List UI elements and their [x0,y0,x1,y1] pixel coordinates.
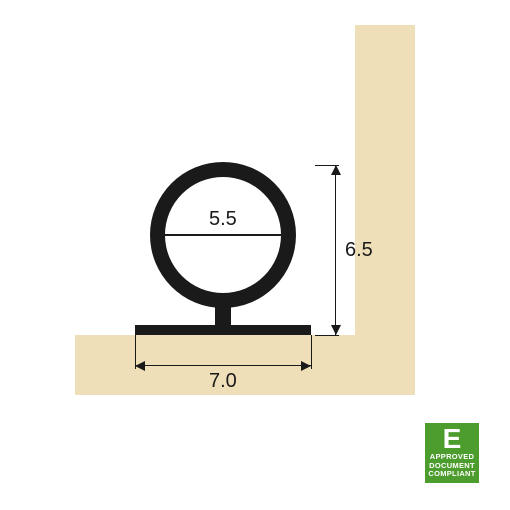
diameter-chord [165,234,281,236]
h-dim-arrow-right [301,361,311,371]
inner-diameter-label: 5.5 [209,208,237,231]
width-label: 7.0 [209,370,237,393]
v-dim-line [335,165,336,335]
diagram-stage: 5.5 7.0 6.5 E APPROVED DOCUMENT COMPLIAN… [25,25,485,485]
seal-base [135,325,311,335]
v-dim-arrow-up [331,165,341,175]
h-dim-tick-right [311,335,312,369]
height-label: 6.5 [345,239,373,262]
h-dim-arrow-left [135,361,145,371]
v-dim-arrow-down [331,325,341,335]
v-dim-tick-bottom [315,335,339,336]
badge-letter: E [427,425,477,453]
badge-line3: COMPLIANT [427,470,477,479]
h-dim-line [135,365,311,366]
compliance-badge: E APPROVED DOCUMENT COMPLIANT [425,423,479,483]
